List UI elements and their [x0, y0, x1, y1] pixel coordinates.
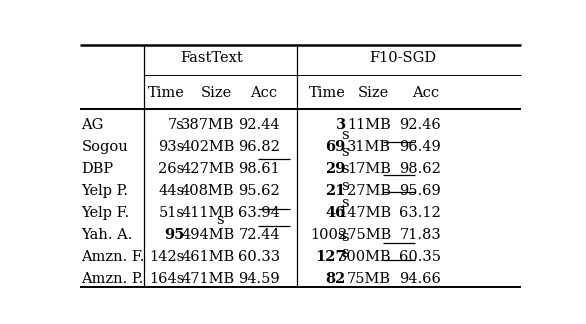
Text: F10-SGD: F10-SGD [369, 51, 436, 64]
Text: 387MB: 387MB [181, 118, 234, 132]
Text: s: s [341, 179, 349, 193]
Text: 60.33: 60.33 [238, 250, 280, 264]
Text: 29: 29 [325, 162, 346, 176]
Text: 3: 3 [336, 118, 346, 132]
Text: 93s: 93s [158, 140, 185, 154]
Text: 26s: 26s [158, 162, 185, 176]
Text: Amzn. F.: Amzn. F. [81, 250, 145, 264]
Text: 92.44: 92.44 [239, 118, 280, 132]
Text: s: s [341, 128, 349, 142]
Text: s: s [341, 145, 349, 159]
Text: 71.83: 71.83 [400, 228, 441, 242]
Text: Size: Size [200, 86, 232, 99]
Text: 27MB: 27MB [347, 184, 391, 198]
Text: 96.49: 96.49 [400, 140, 441, 154]
Text: 411MB: 411MB [182, 206, 234, 220]
Text: 471MB: 471MB [181, 272, 234, 286]
Text: 63.94: 63.94 [238, 206, 280, 220]
Text: 75MB: 75MB [347, 272, 391, 286]
Text: 44s: 44s [158, 184, 185, 198]
Text: Time: Time [148, 86, 185, 99]
Text: 127: 127 [315, 250, 346, 264]
Text: 98.62: 98.62 [399, 162, 441, 176]
Text: 408MB: 408MB [181, 184, 234, 198]
Text: 21: 21 [325, 184, 346, 198]
Text: 31MB: 31MB [347, 140, 391, 154]
Text: 46: 46 [325, 206, 346, 220]
Text: 147MB: 147MB [338, 206, 391, 220]
Text: 95.69: 95.69 [400, 184, 441, 198]
Text: 92.46: 92.46 [400, 118, 441, 132]
Text: 94.66: 94.66 [399, 272, 441, 286]
Text: s: s [341, 162, 349, 176]
Text: 11MB: 11MB [347, 118, 391, 132]
Text: 427MB: 427MB [181, 162, 234, 176]
Text: 300MB: 300MB [338, 250, 391, 264]
Text: Yelp P.: Yelp P. [81, 184, 128, 198]
Text: s: s [341, 196, 349, 210]
Text: 164s: 164s [149, 272, 185, 286]
Text: DBP: DBP [81, 162, 114, 176]
Text: 142s: 142s [149, 250, 185, 264]
Text: 82: 82 [325, 272, 346, 286]
Text: 63.12: 63.12 [400, 206, 441, 220]
Text: Size: Size [357, 86, 389, 99]
Text: AG: AG [81, 118, 104, 132]
Text: 72.44: 72.44 [239, 228, 280, 242]
Text: 60.35: 60.35 [399, 250, 441, 264]
Text: s: s [216, 213, 224, 226]
Text: Sogou: Sogou [81, 140, 128, 154]
Text: 98.61: 98.61 [238, 162, 280, 176]
Text: 461MB: 461MB [181, 250, 234, 264]
Text: Yelp F.: Yelp F. [81, 206, 130, 220]
Text: 96.82: 96.82 [238, 140, 280, 154]
Text: Yah. A.: Yah. A. [81, 228, 133, 242]
Text: 95: 95 [164, 228, 185, 242]
Text: Acc: Acc [411, 86, 439, 99]
Text: 494MB: 494MB [181, 228, 234, 242]
Text: 100s: 100s [310, 228, 346, 242]
Text: s: s [341, 247, 349, 260]
Text: 17MB: 17MB [347, 162, 391, 176]
Text: 402MB: 402MB [181, 140, 234, 154]
Text: 51s: 51s [159, 206, 185, 220]
Text: 275MB: 275MB [338, 228, 391, 242]
Text: 94.59: 94.59 [239, 272, 280, 286]
Text: Amzn. P.: Amzn. P. [81, 272, 144, 286]
Text: 95.62: 95.62 [238, 184, 280, 198]
Text: Time: Time [309, 86, 346, 99]
Text: 7s: 7s [168, 118, 185, 132]
Text: FastText: FastText [180, 51, 243, 64]
Text: Acc: Acc [250, 86, 278, 99]
Text: s: s [341, 229, 349, 244]
Text: 69: 69 [325, 140, 346, 154]
